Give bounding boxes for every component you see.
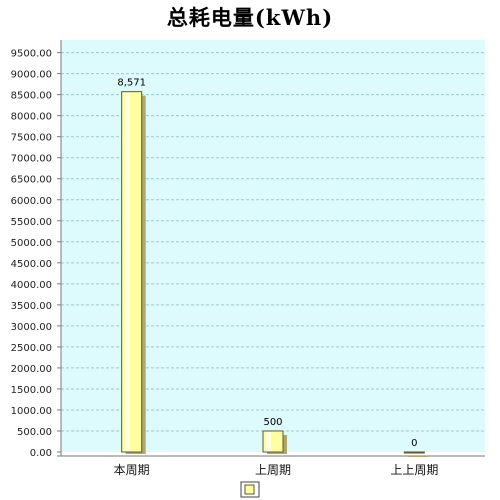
y-tick-label: 7500.00 [11,133,52,144]
y-tick-label: 7000.00 [11,154,52,165]
y-tick-label: 8500.00 [11,91,52,102]
chart-title: 总耗电量(kWh) [166,5,334,30]
y-tick-label: 1000.00 [11,406,52,417]
data-label: 8,571 [117,78,146,89]
y-tick-label: 3500.00 [11,301,52,312]
y-tick-label: 5500.00 [11,217,52,228]
bar-highlight [266,431,271,451]
data-label: 500 [263,417,282,428]
y-tick-label: 4500.00 [11,259,52,270]
bar-shadow [408,456,429,457]
y-tick-label: 0.00 [30,448,52,459]
y-tick-label: 2500.00 [11,343,52,354]
y-tick-label: 5000.00 [11,238,52,249]
y-tick-label: 2000.00 [11,364,52,375]
bar [262,430,284,453]
bar [403,451,425,454]
data-label: 0 [411,438,417,449]
legend [240,481,260,498]
x-tick-label: 本周期 [114,463,150,477]
legend-swatch [244,484,255,495]
y-tick-label: 9500.00 [11,49,52,60]
y-tick-label: 1500.00 [11,385,52,396]
y-tick-label: 4000.00 [11,280,52,291]
bar-highlight [124,92,130,452]
x-tick-label: 上上周期 [390,463,438,477]
y-tick-label: 3000.00 [11,322,52,333]
bar [121,91,143,453]
y-tick-label: 9000.00 [11,70,52,81]
y-tick-label: 500.00 [17,427,52,438]
x-tick-label: 上周期 [255,463,291,477]
bar-body [403,451,425,454]
y-tick-label: 6500.00 [11,175,52,186]
y-tick-label: 6000.00 [11,196,52,207]
y-tick-label: 8000.00 [11,112,52,123]
